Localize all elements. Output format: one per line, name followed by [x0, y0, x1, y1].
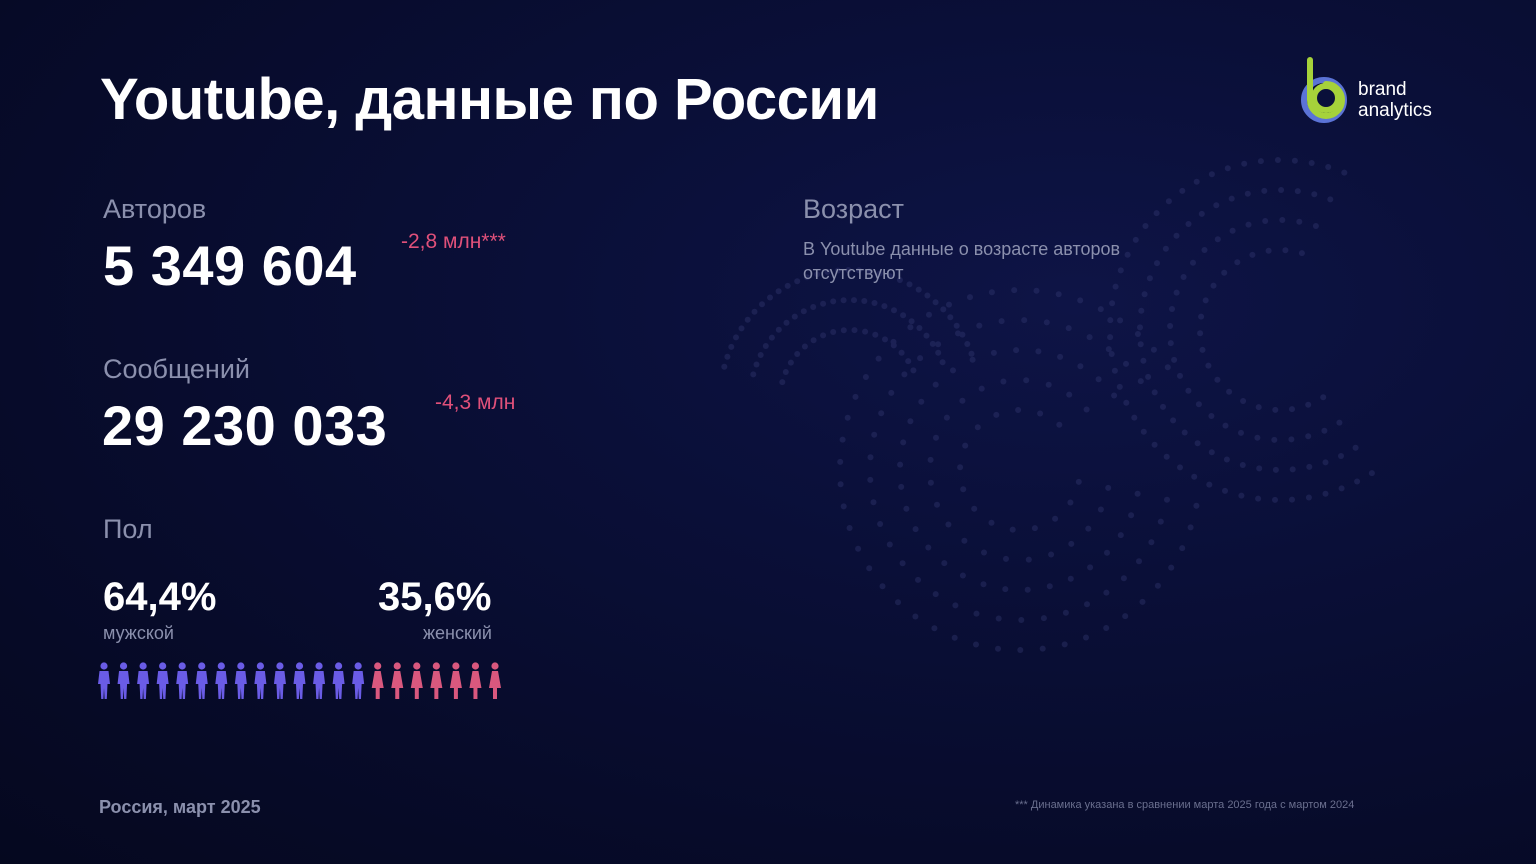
female-person-icon	[391, 662, 404, 699]
female-label: женский	[423, 623, 492, 643]
authors-label: Авторов	[103, 194, 207, 224]
female-person-icon	[410, 662, 423, 699]
age-description: В Youtube данные о возрасте авторов отсу…	[803, 239, 1121, 283]
authors-value: 5 349 604	[103, 234, 357, 297]
male-person-icon	[293, 662, 306, 699]
messages-delta: -4,3 млн	[435, 391, 516, 414]
logo-text-line2: analytics	[1358, 100, 1432, 121]
male-person-icon	[352, 662, 365, 699]
gender-label: Пол	[103, 514, 153, 544]
male-person-icon	[195, 662, 208, 699]
male-person-icon	[332, 662, 345, 699]
messages-value: 29 230 033	[102, 394, 388, 457]
female-percent: 35,6%	[378, 575, 492, 619]
male-person-icon	[98, 662, 110, 699]
male-person-icon	[137, 662, 150, 699]
male-person-icon	[313, 662, 326, 699]
brand-analytics-logo	[1301, 57, 1347, 123]
female-person-icon	[449, 662, 462, 699]
messages-label: Сообщений	[103, 354, 250, 384]
male-person-icon	[273, 662, 286, 699]
female-person-icon	[430, 662, 443, 699]
gender-people-pictogram	[98, 662, 501, 699]
page-title: Youtube, данные по России	[100, 67, 879, 132]
male-person-icon	[234, 662, 247, 699]
female-person-icon	[469, 662, 482, 699]
female-person-icon	[371, 662, 384, 699]
authors-delta: -2,8 млн***	[401, 230, 506, 253]
logo-text: brand analytics	[1358, 79, 1432, 121]
male-person-icon	[215, 662, 228, 699]
male-person-icon	[254, 662, 267, 699]
male-person-icon	[117, 662, 130, 699]
male-percent: 64,4%	[103, 575, 217, 619]
footer-note: *** Динамика указана в сравнении марта 2…	[1015, 799, 1355, 811]
male-person-icon	[156, 662, 169, 699]
age-label: Возраст	[803, 194, 904, 224]
male-label: мужской	[103, 623, 174, 643]
female-person-icon	[489, 662, 501, 699]
male-person-icon	[176, 662, 189, 699]
logo-text-line1: brand	[1358, 79, 1407, 100]
footer-region-date: Россия, март 2025	[99, 797, 261, 817]
